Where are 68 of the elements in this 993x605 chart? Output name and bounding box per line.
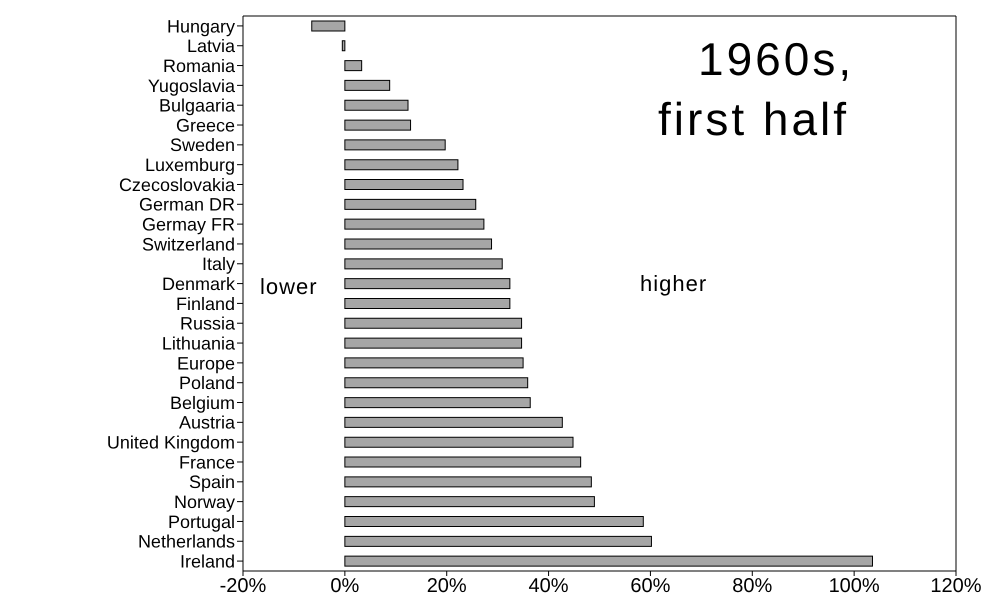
annotation: first half bbox=[658, 93, 850, 145]
y-tick-label: Denmark bbox=[162, 274, 236, 294]
bar bbox=[344, 60, 362, 72]
bar bbox=[344, 556, 873, 567]
y-tick-label: Italy bbox=[202, 254, 235, 274]
bar bbox=[344, 436, 574, 448]
y-tick-label: Switzerland bbox=[142, 234, 235, 254]
x-tick-label: 80% bbox=[732, 575, 773, 598]
annotation: 1960s, bbox=[698, 33, 854, 85]
y-tick-label: Czecoslovakia bbox=[118, 174, 236, 195]
y-tick-label: Romania bbox=[162, 56, 236, 76]
x-tick-label: -20% bbox=[220, 575, 267, 598]
x-tick-label: 0% bbox=[330, 575, 360, 598]
y-tick-label: Austria bbox=[178, 412, 236, 433]
y-tick-label: France bbox=[178, 452, 235, 472]
y-tick-label: Bulgaaria bbox=[158, 96, 236, 116]
y-tick-label: Netherlands bbox=[138, 532, 235, 552]
y-tick-label: Germay FR bbox=[142, 214, 235, 235]
x-tick-label: 60% bbox=[630, 575, 671, 598]
bar bbox=[344, 278, 510, 290]
y-tick-label: Poland bbox=[178, 373, 235, 394]
bar bbox=[344, 338, 522, 349]
bar bbox=[344, 120, 412, 131]
bar bbox=[344, 100, 409, 111]
bar bbox=[344, 476, 592, 488]
bar bbox=[344, 397, 531, 408]
bar bbox=[344, 218, 484, 230]
bar bbox=[344, 456, 582, 468]
bar bbox=[344, 496, 595, 508]
y-tick-label: Finland bbox=[176, 294, 235, 314]
y-tick-label: Latvia bbox=[186, 36, 236, 56]
y-tick-label: Europe bbox=[176, 353, 235, 374]
y-tick-label: Russia bbox=[180, 314, 236, 334]
annotation: higher bbox=[640, 271, 708, 296]
bar bbox=[344, 179, 464, 190]
y-tick-label: Sweden bbox=[170, 135, 235, 156]
x-tick-label: 120% bbox=[930, 575, 982, 598]
y-tick-label: Belgium bbox=[170, 392, 235, 413]
bar bbox=[342, 40, 346, 52]
x-tick-label: 40% bbox=[528, 575, 569, 598]
bar bbox=[344, 298, 510, 309]
bar bbox=[344, 516, 644, 527]
x-tick-label: 20% bbox=[426, 575, 467, 598]
bar bbox=[344, 159, 458, 170]
y-tick-label: United Kingdom bbox=[106, 432, 235, 453]
y-tick-label: Portugal bbox=[168, 512, 235, 532]
y-tick-label: Norway bbox=[174, 492, 235, 512]
y-tick-label: German DR bbox=[138, 194, 235, 215]
x-tick-label: 100% bbox=[828, 575, 880, 598]
annotation: lower bbox=[260, 274, 318, 299]
bar bbox=[344, 80, 390, 91]
y-tick-label: Luxemburg bbox=[144, 155, 235, 176]
bar bbox=[344, 536, 652, 547]
bar bbox=[344, 238, 492, 250]
bar bbox=[344, 377, 528, 388]
bar bbox=[344, 357, 524, 368]
bar bbox=[344, 139, 446, 150]
y-tick-label: Greece bbox=[176, 115, 235, 136]
bar bbox=[344, 258, 503, 270]
y-tick-label: Hungary bbox=[166, 16, 235, 36]
y-tick-label: Lithuania bbox=[162, 333, 236, 354]
y-tick-label: Spain bbox=[188, 472, 235, 492]
bar bbox=[344, 198, 476, 210]
bar bbox=[344, 318, 522, 329]
bar bbox=[311, 20, 346, 32]
y-tick-label: Ireland bbox=[180, 551, 235, 572]
y-tick-label: Yugoslavia bbox=[148, 76, 236, 96]
bar bbox=[344, 416, 563, 428]
